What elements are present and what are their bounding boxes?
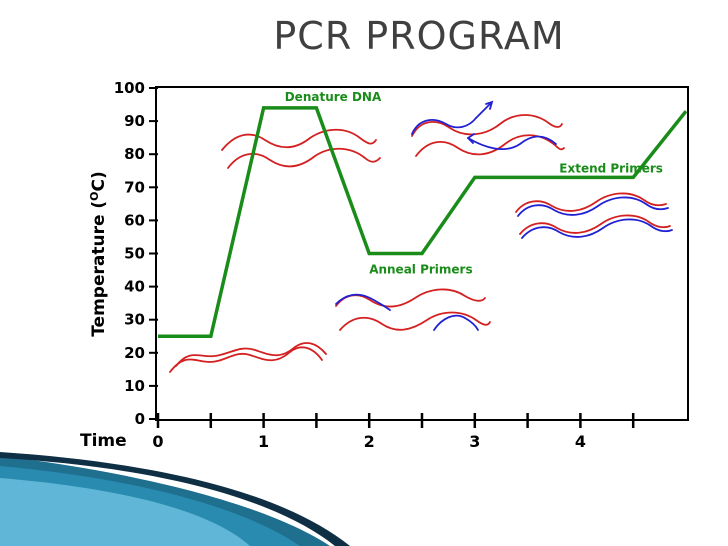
y-tick-label: 40 (124, 278, 145, 296)
y-axis-title: Temperature (OC) (88, 171, 109, 337)
y-tick-label: 100 (114, 79, 145, 97)
annotation-label: Extend Primers (559, 161, 663, 175)
y-tick-label: 80 (124, 145, 145, 163)
y-tick-label: 70 (124, 178, 145, 196)
temperature-line (158, 106, 688, 339)
y-tick-label: 20 (124, 344, 145, 362)
annotation-label: Denature DNA (285, 90, 382, 104)
annotations: Denature DNA Anneal Primers Extend Primers (285, 90, 663, 276)
y-tick-label: 60 (124, 211, 145, 229)
y-tick-label: 90 (124, 112, 145, 130)
y-axis-title-end: C) (89, 171, 109, 191)
decorative-swoosh (0, 452, 350, 546)
y-axis-title-main: Temperature ( (89, 201, 109, 337)
x-axis-title: Time (80, 431, 127, 451)
y-tick-label: 30 (124, 311, 145, 329)
x-tick-label: 2 (364, 432, 375, 451)
dna-strands-illustration (169, 100, 673, 373)
temperature-series (158, 106, 688, 339)
slide-title: PCR PROGRAM (273, 14, 565, 58)
y-tick-label: 0 (135, 410, 145, 428)
y-axis-title-sup: O (88, 191, 101, 200)
x-axis: 0 1 2 3 4 (152, 413, 635, 451)
y-tick-label: 50 (124, 245, 145, 263)
x-tick-label: 4 (575, 432, 586, 451)
annotation-label: Anneal Primers (369, 262, 472, 276)
y-axis: 0 10 20 30 40 50 60 70 80 90 100 (114, 79, 158, 428)
x-tick-label: 3 (469, 432, 480, 451)
x-tick-label: 1 (258, 432, 269, 451)
y-tick-label: 10 (124, 377, 145, 395)
x-tick-label: 0 (152, 432, 163, 451)
